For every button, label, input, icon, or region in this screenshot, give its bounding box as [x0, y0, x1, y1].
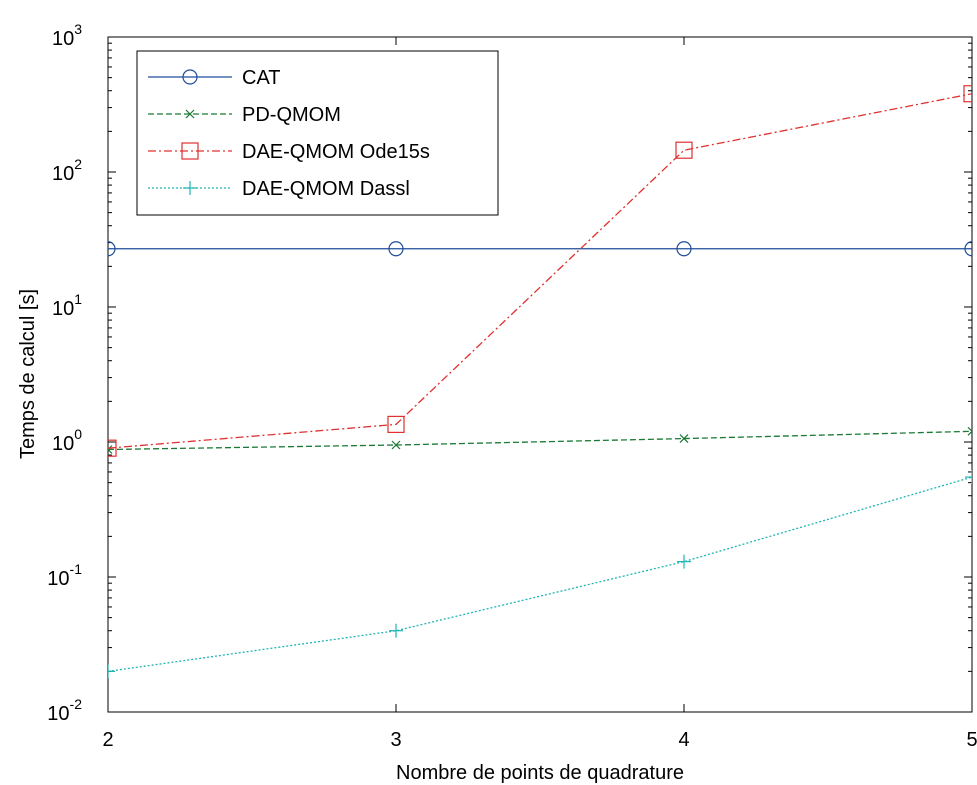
series-dae-qmom-ode15s [108, 85, 972, 457]
data-point-square [108, 439, 117, 457]
y-tick-base: 10 [47, 703, 69, 725]
x-axis-label: Nombre de points de quadrature [396, 762, 684, 784]
y-tick-label: 10-1 [47, 561, 82, 590]
data-point-square [675, 141, 693, 159]
legend-entry: CAT [148, 67, 281, 89]
data-point-circle [388, 241, 404, 257]
y-tick-base: 10 [52, 28, 74, 50]
y-tick-base: 10 [52, 433, 74, 455]
y-tick-label: 103 [52, 21, 82, 50]
legend-label: DAE-QMOM Ode15s [242, 141, 430, 163]
legend-entry: DAE-QMOM Ode15s [148, 141, 430, 163]
data-point-circle [182, 69, 198, 85]
series-cat [108, 241, 972, 257]
series-line [108, 93, 972, 449]
legend-entry: DAE-QMOM Dassl [148, 178, 410, 200]
legend-label: CAT [242, 67, 281, 89]
y-tick-base: 10 [47, 568, 69, 590]
data-point-circle [108, 241, 116, 257]
y-tick-label: 10-2 [47, 696, 82, 725]
data-point-x [108, 445, 113, 454]
y-tick-exponent: 2 [74, 156, 82, 172]
series-line [108, 476, 972, 673]
data-point-square [963, 85, 972, 103]
data-point-plus [965, 470, 972, 485]
data-point-plus [677, 554, 691, 569]
x-tick-label: 5 [966, 729, 977, 751]
y-axis-label: Temps de calcul [s] [17, 289, 39, 459]
y-tick-label: 100 [52, 426, 82, 455]
y-tick-exponent: 0 [74, 426, 82, 442]
data-point-square [387, 415, 405, 434]
y-tick-exponent: -2 [70, 696, 83, 712]
series-line [108, 430, 972, 451]
data-point-plus [183, 181, 197, 195]
x-axis-ticks: 2 3 4 5 [102, 37, 977, 751]
series-pd-qmom [108, 426, 972, 454]
legend-label: PD-QMOM [242, 104, 341, 126]
data-point-square [181, 142, 199, 160]
y-tick-label: 102 [52, 156, 82, 185]
legend: CAT PD-QMOM DAE-QMOM Ode15s DAE-QMOM Dassl [136, 50, 499, 216]
series-layer [108, 85, 972, 679]
data-point-x [391, 440, 401, 450]
data-point-x [185, 109, 195, 119]
data-point-plus [108, 664, 115, 679]
data-point-circle [964, 241, 972, 257]
data-point-x [679, 434, 689, 444]
y-tick-exponent: 1 [74, 291, 82, 307]
x-tick-label: 3 [390, 729, 401, 751]
y-tick-exponent: -1 [70, 561, 83, 577]
data-point-plus [389, 623, 403, 638]
x-tick-label: 2 [102, 729, 113, 751]
y-tick-base: 10 [52, 298, 74, 320]
y-tick-base: 10 [52, 163, 74, 185]
series-dae-qmom-dassl [108, 470, 972, 679]
x-tick-label: 4 [678, 729, 689, 751]
data-point-circle [676, 241, 692, 257]
data-point-x [967, 426, 972, 436]
legend-entry: PD-QMOM [148, 104, 341, 126]
legend-label: DAE-QMOM Dassl [242, 178, 410, 200]
y-tick-label: 101 [52, 291, 82, 320]
y-tick-exponent: 3 [74, 21, 82, 37]
